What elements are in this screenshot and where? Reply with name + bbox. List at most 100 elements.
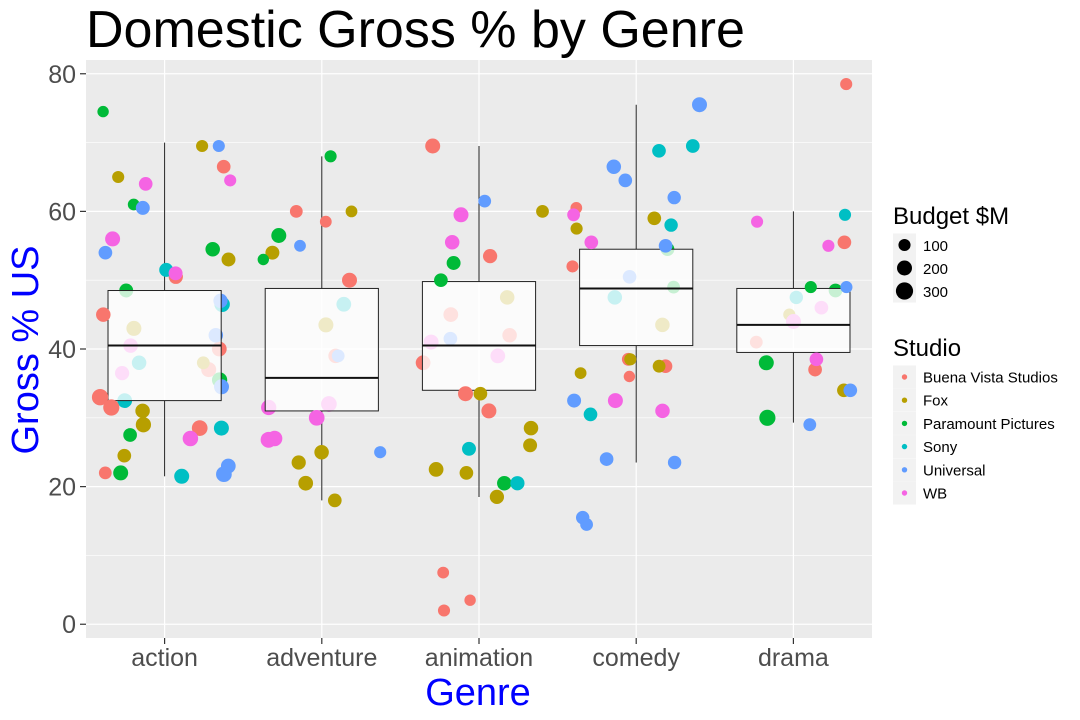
data-point-action-35 bbox=[98, 245, 113, 260]
data-point-action-40 bbox=[182, 430, 199, 447]
data-point-action-2 bbox=[216, 159, 231, 174]
data-point-comedy-129 bbox=[567, 208, 580, 222]
boxplot-drama bbox=[736, 211, 851, 423]
data-point-animation-69 bbox=[464, 594, 476, 606]
data-point-action-30 bbox=[212, 139, 225, 153]
y-axis-title: Gross % US bbox=[5, 245, 47, 454]
data-point-animation-71 bbox=[437, 604, 451, 617]
data-point-comedy-111 bbox=[652, 143, 666, 158]
data-point-drama-142 bbox=[803, 418, 817, 432]
data-point-action-16 bbox=[135, 417, 152, 433]
legend-size: Budget $M 100 200 300 bbox=[893, 203, 1009, 303]
data-point-comedy-119 bbox=[580, 518, 593, 531]
data-point-adventure-47 bbox=[342, 272, 357, 288]
data-point-animation-83 bbox=[536, 205, 549, 218]
points-front-layer bbox=[91, 78, 858, 617]
data-point-comedy-124 bbox=[667, 190, 681, 205]
legend-size-label-200: 200 bbox=[923, 261, 948, 278]
legend-color-title: Studio bbox=[893, 335, 961, 362]
legend-color-label: Sony bbox=[923, 439, 958, 456]
data-point-comedy-104 bbox=[652, 359, 666, 373]
data-point-drama-131 bbox=[808, 362, 822, 377]
legend-color-label: Universal bbox=[923, 462, 986, 479]
data-point-action-4 bbox=[91, 389, 109, 406]
data-point-action-33 bbox=[216, 466, 232, 483]
data-point-adventure-46 bbox=[319, 215, 332, 228]
data-point-animation-84 bbox=[473, 386, 488, 401]
data-point-action-31 bbox=[135, 200, 150, 215]
data-point-animation-89 bbox=[462, 441, 476, 456]
data-point-adventure-52 bbox=[291, 455, 306, 470]
legend-size-key-100 bbox=[898, 238, 911, 252]
legend-size-title: Budget $M bbox=[893, 203, 1009, 230]
x-tick-label-action: action bbox=[131, 644, 198, 672]
data-point-adventure-57 bbox=[324, 150, 337, 163]
data-point-animation-80 bbox=[459, 466, 474, 480]
data-point-action-39 bbox=[105, 231, 121, 247]
data-point-adventure-56 bbox=[257, 253, 269, 266]
data-point-adventure-61 bbox=[294, 239, 306, 252]
data-point-comedy-114 bbox=[664, 218, 678, 232]
data-point-animation-78 bbox=[523, 420, 539, 436]
data-point-drama-136 bbox=[759, 409, 776, 426]
data-point-action-0 bbox=[103, 399, 120, 416]
data-point-drama-132 bbox=[837, 235, 852, 250]
legend-color-label: WB bbox=[923, 486, 947, 503]
data-point-action-15 bbox=[112, 170, 125, 184]
data-point-action-9 bbox=[196, 139, 209, 153]
data-point-action-3 bbox=[96, 307, 111, 322]
data-point-action-11 bbox=[117, 448, 132, 463]
data-point-adventure-58 bbox=[271, 228, 287, 243]
y-tick-label: 60 bbox=[48, 198, 76, 226]
data-point-action-14 bbox=[221, 252, 236, 267]
legend-color-key bbox=[901, 374, 908, 380]
data-point-animation-72 bbox=[481, 403, 497, 419]
data-point-action-41 bbox=[168, 266, 183, 281]
data-point-adventure-60 bbox=[374, 446, 387, 459]
box-iqr bbox=[421, 281, 537, 391]
y-tick-label: 80 bbox=[48, 61, 76, 89]
data-point-action-38 bbox=[138, 177, 153, 191]
data-point-animation-76 bbox=[458, 386, 473, 402]
data-point-animation-94 bbox=[444, 235, 460, 250]
data-point-adventure-54 bbox=[265, 245, 280, 260]
boxplot-animation bbox=[421, 146, 537, 497]
data-point-adventure-53 bbox=[345, 205, 358, 218]
data-point-animation-90 bbox=[510, 476, 525, 491]
data-point-comedy-120 bbox=[599, 452, 614, 466]
legend-color-label: Paramount Pictures bbox=[923, 416, 1055, 433]
data-point-comedy-116 bbox=[606, 159, 622, 174]
chart-title: Domestic Gross % by Genre bbox=[86, 1, 745, 59]
data-point-comedy-122 bbox=[567, 393, 582, 408]
legend-size-key-300 bbox=[895, 282, 914, 300]
data-point-animation-81 bbox=[489, 489, 505, 505]
data-point-adventure-45 bbox=[289, 205, 303, 218]
legend-color-key bbox=[901, 420, 908, 427]
data-point-drama-140 bbox=[838, 208, 852, 221]
data-point-comedy-121 bbox=[667, 455, 682, 470]
data-point-comedy-110 bbox=[685, 139, 700, 153]
data-point-animation-75 bbox=[482, 248, 498, 264]
x-tick-label-animation: animation bbox=[425, 644, 533, 672]
data-point-action-27 bbox=[174, 468, 190, 484]
data-point-drama-130 bbox=[840, 78, 853, 91]
x-tick-label-comedy: comedy bbox=[592, 644, 680, 672]
data-point-action-6 bbox=[191, 420, 208, 436]
data-point-drama-146 bbox=[822, 239, 835, 252]
data-point-comedy-117 bbox=[618, 173, 633, 188]
data-point-adventure-63 bbox=[308, 409, 325, 426]
data-point-drama-145 bbox=[751, 215, 764, 228]
data-point-adventure-65 bbox=[266, 430, 283, 447]
data-point-drama-143 bbox=[843, 383, 858, 398]
legend-color-label: Fox bbox=[923, 393, 949, 410]
boxplot-adventure bbox=[264, 156, 379, 501]
data-point-animation-68 bbox=[425, 138, 441, 154]
data-point-adventure-51 bbox=[327, 493, 342, 508]
data-point-comedy-113 bbox=[583, 407, 598, 422]
legend-color-label: Buena Vista Studios bbox=[923, 370, 1058, 387]
legend-color-key bbox=[901, 467, 908, 473]
data-point-comedy-103 bbox=[624, 353, 637, 366]
data-point-comedy-102 bbox=[647, 211, 662, 226]
data-point-comedy-97 bbox=[623, 370, 636, 383]
legend-size-label-100: 100 bbox=[923, 238, 948, 255]
